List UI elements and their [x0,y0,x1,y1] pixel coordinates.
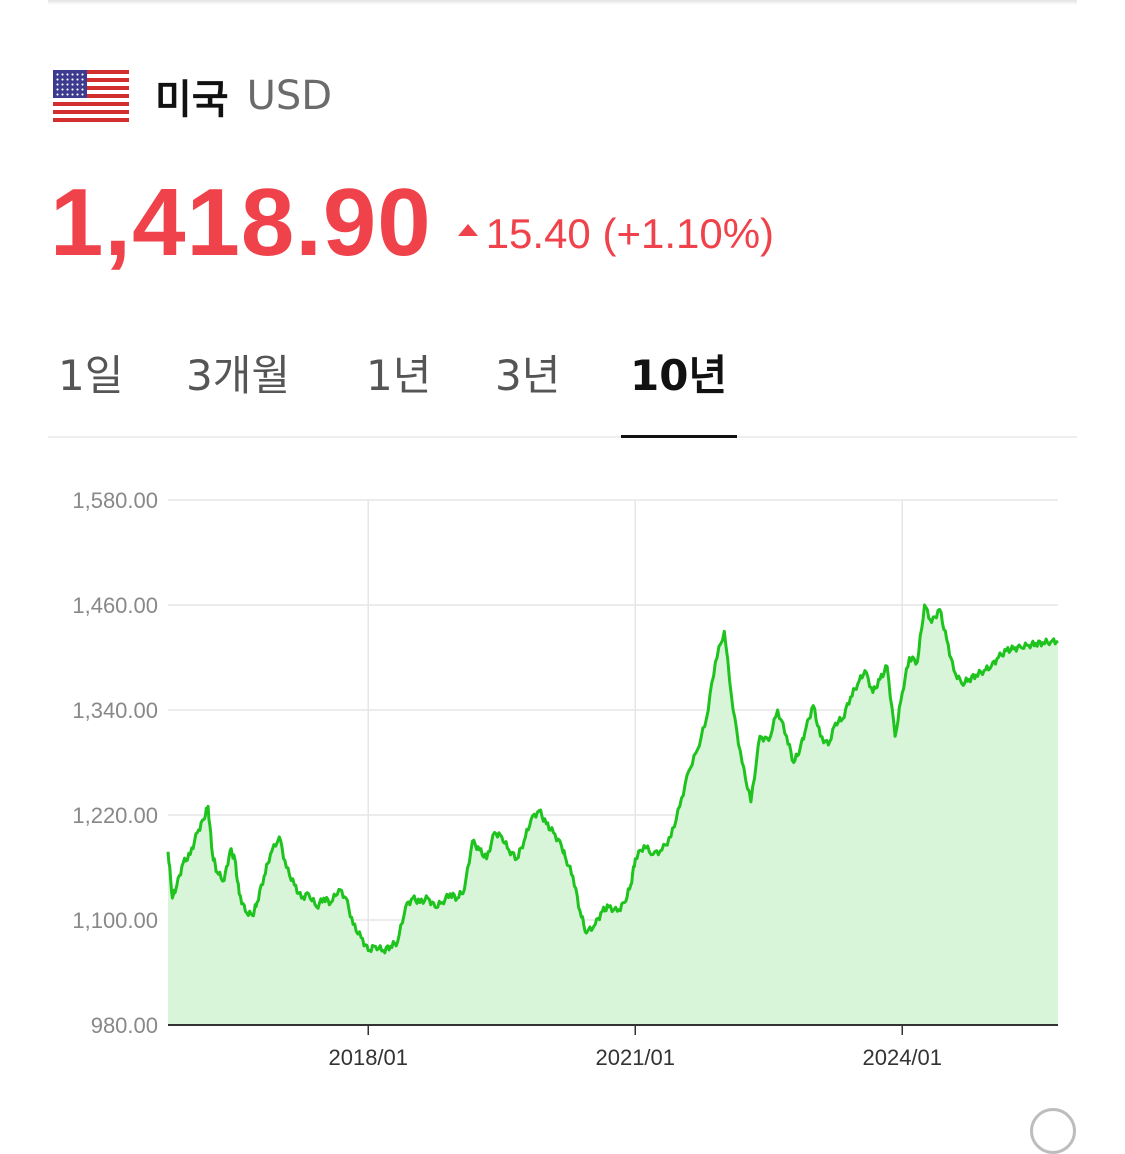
current-price: 1,418.90 [50,169,432,276]
us-flag-icon [53,70,129,122]
exchange-rate-chart[interactable]: 1,580.00 1,460.00 1,340.00 1,220.00 1,100.00… [0,460,1125,1100]
tab-1-year[interactable]: 1년 [366,351,432,400]
y-tick-label: 980.00 [91,1013,158,1038]
quote-row: 1,418.90 15.40 (+1.10%) [50,168,774,278]
x-tick-label: 2021/01 [595,1045,675,1070]
y-tick-label: 1,220.00 [72,803,158,828]
tab-3-months[interactable]: 3개월 [186,351,291,400]
x-tick-label: 2024/01 [862,1045,942,1070]
currency-header: 미국 USD [53,66,332,126]
country-name: 미국 [155,77,229,123]
series-area-fill [168,605,1058,1025]
top-divider [48,0,1077,5]
y-tick-label: 1,100.00 [72,908,158,933]
tab-3-years[interactable]: 3년 [495,351,561,400]
price-change-value: 15.40 (+1.10%) [485,210,775,257]
tab-10-years[interactable]: 10년 [630,351,728,400]
period-tabs: 1일 3개월 1년 3년 10년 [48,330,1077,438]
series-line [166,603,1059,955]
y-tick-label: 1,580.00 [72,488,158,513]
up-arrow-icon [457,224,478,236]
active-tab-indicator [621,435,737,438]
tab-1-day[interactable]: 1일 [58,351,124,400]
currency-code: USD [246,73,333,119]
price-change: 15.40 (+1.10%) [457,210,775,258]
y-tick-label: 1,340.00 [72,698,158,723]
x-tick-label: 2018/01 [328,1045,408,1070]
y-tick-label: 1,460.00 [72,593,158,618]
